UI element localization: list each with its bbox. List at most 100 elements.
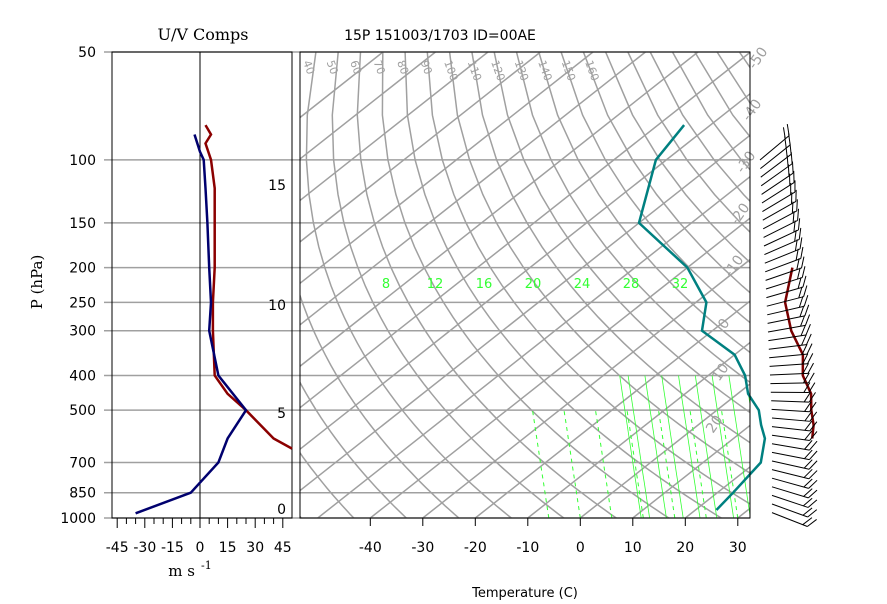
dry-adiabat <box>126 52 202 526</box>
isotherm-label: 20 <box>703 413 726 437</box>
speed-tick-label: 0 <box>196 540 205 556</box>
dry-adiabat <box>159 52 255 526</box>
wind-barb <box>757 180 800 211</box>
speed-tick-label: 30 <box>246 540 264 556</box>
adiabat-label: 140 <box>535 59 554 83</box>
mixing-ratio-line <box>679 376 701 519</box>
wind-barb-flag <box>809 479 817 490</box>
dry-adiabat <box>717 52 887 526</box>
wind-barb-flag <box>809 469 817 480</box>
wind-barb-staff <box>768 316 805 324</box>
mixing-ratio-label: 28 <box>623 277 640 292</box>
wind-barb-flag <box>808 363 814 373</box>
wind-barb-flag <box>808 508 817 519</box>
dry-adiabat <box>673 52 887 526</box>
temperature-tick-label: -10 <box>516 540 539 556</box>
adiabat-label: 120 <box>488 59 507 83</box>
isotherm <box>55 52 645 518</box>
isotherm-label: -50 <box>745 44 771 72</box>
wind-barb-staff <box>761 154 791 177</box>
isotherm-label: 0 <box>715 316 733 332</box>
wind-barb-flag <box>796 237 805 249</box>
wind-barb-staff <box>772 478 809 488</box>
skewt-panel: 15P 151003/1703 ID=00AE Temperature (C) … <box>0 28 887 600</box>
mixing-ratio-label: 24 <box>574 277 591 292</box>
wind-barb-staff <box>760 145 790 169</box>
isotherm <box>790 52 887 518</box>
adiabat-label: 150 <box>559 59 578 83</box>
wind-barb-flag <box>808 373 814 383</box>
isotherm-label: -30 <box>733 148 759 176</box>
isotherm <box>0 52 488 518</box>
pressure-tick-label: 50 <box>78 45 96 61</box>
wind-barb-staff <box>762 173 794 194</box>
temperature-tick-label: -40 <box>359 540 382 556</box>
wind-barb-flag <box>789 171 799 183</box>
isotherm-label: -20 <box>727 200 753 228</box>
uv-x-axis-label: m s-1 <box>168 559 211 580</box>
pressure-tick-label: 400 <box>69 368 96 384</box>
speed-tick-label: 15 <box>219 540 237 556</box>
wind-barb-flag <box>790 180 800 192</box>
wind-barb <box>754 124 794 160</box>
wind-barb-flag <box>807 353 814 363</box>
wind-barb-staff <box>771 401 809 402</box>
wind-barb-flag <box>808 488 817 499</box>
wind-barb-flag <box>804 468 812 479</box>
temperature-tick-label: 0 <box>576 540 585 556</box>
moist-adiabat <box>564 410 580 518</box>
wind-barb-staff <box>762 183 794 203</box>
wind-barb <box>772 503 817 528</box>
wind-barb <box>755 143 796 177</box>
dry-adiabat <box>806 52 887 526</box>
wind-barb-staff <box>761 164 792 186</box>
isotherm <box>213 52 803 518</box>
wind-barb-staff <box>768 335 806 341</box>
pressure-tick-label: 150 <box>69 216 96 232</box>
wind-barbs <box>754 124 818 529</box>
wind-barb-staff <box>772 409 810 411</box>
wind-barb-flag <box>793 209 803 221</box>
pressure-tick-label: 250 <box>69 295 96 311</box>
mixing-ratio-line <box>729 376 751 519</box>
isotherm <box>3 52 593 518</box>
uv-panel: U/V Comps P (hPa) 5010015020025030040050… <box>28 25 750 580</box>
temperature-tick-label: -20 <box>464 540 487 556</box>
mixing-ratio-label: 12 <box>427 277 444 292</box>
mixing-ratio-label: 16 <box>476 277 493 292</box>
uv-series-line <box>136 135 246 514</box>
wind-barb-staff <box>763 211 797 229</box>
wind-barb-staff <box>764 220 798 237</box>
isotherm-label: -40 <box>739 96 765 124</box>
isotherm <box>738 52 887 518</box>
pressure-tick-label: 700 <box>69 456 96 472</box>
height-label: 5 <box>277 406 286 422</box>
wind-barb-flag <box>792 199 802 211</box>
wind-barb <box>754 133 795 168</box>
sounding-series-line <box>785 268 814 439</box>
wind-barb <box>758 190 801 220</box>
sounding-series-line <box>639 125 765 510</box>
uv-x-axis-exponent: -1 <box>201 559 212 572</box>
wind-barb-staff <box>768 325 805 332</box>
pressure-tick-label: 200 <box>69 261 96 277</box>
dry-adiabat <box>191 52 308 526</box>
skewt-x-axis-label: Temperature (C) <box>471 586 578 600</box>
isotherm <box>423 52 887 518</box>
adiabat-label: 60 <box>347 59 364 77</box>
wind-barb-staff <box>764 230 798 246</box>
pressure-tick-label: 500 <box>69 403 96 419</box>
height-label: 0 <box>277 502 286 518</box>
wind-barb <box>755 152 797 186</box>
wind-barb-flag <box>806 344 813 355</box>
speed-tick-label: 45 <box>274 540 292 556</box>
wind-barb-staff <box>772 427 810 431</box>
height-label: 15 <box>268 178 286 194</box>
wind-barb-staff <box>763 201 796 220</box>
wind-barb-staff <box>772 444 809 450</box>
pressure-tick-label: 300 <box>69 324 96 340</box>
wind-barb-staff <box>762 192 795 212</box>
